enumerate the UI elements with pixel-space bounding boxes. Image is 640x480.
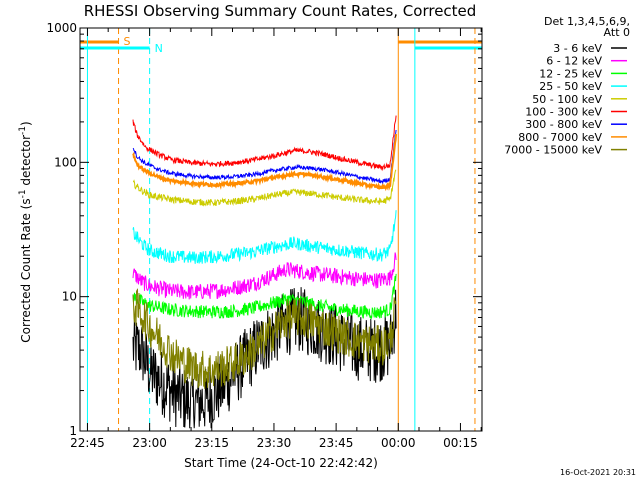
legend-item-label: 7000 - 15000 keV [504,144,602,157]
x-axis: 22:45 23:00 23:15 23:30 23:45 00:00 00:15 [70,28,482,450]
legend-item-label: 6 - 12 keV [546,55,602,68]
legend-item-label: 100 - 300 keV [525,106,602,119]
y-tick-label: 10 [62,290,77,304]
y-axis: 1 10 100 1000 [46,21,482,438]
legend-item-label: 50 - 100 keV [532,93,602,106]
legend-item-label: 25 - 50 keV [539,80,602,93]
y-tick-label: 1 [69,424,77,438]
flag-lines: SN [80,28,482,431]
x-tick-label: 22:45 [70,436,105,450]
x-tick-label: 23:15 [194,436,229,450]
series-line-8 [132,133,398,192]
legend-item-label: 3 - 6 keV [553,42,602,55]
legend-header: Det 1,3,4,5,6,9, [544,15,630,28]
series-line-7 [132,129,397,185]
x-axis-label: Start Time (24-Oct-10 22:42:42) [184,456,378,470]
chart-title: RHESSI Observing Summary Count Rates, Co… [84,2,477,20]
y-tick-label: 1000 [46,21,77,35]
x-tick-label: 23:30 [257,436,292,450]
x-tick-label: 23:45 [319,436,354,450]
series-line-4 [132,210,397,264]
series-line-2 [132,252,397,300]
legend-item-label: 300 - 800 keV [525,118,602,131]
flag-label-s: S [124,35,131,48]
legend-item-label: 12 - 25 keV [539,67,602,80]
legend-item-label: 800 - 7000 keV [518,131,602,144]
x-tick-label: 00:00 [381,436,416,450]
x-tick-label: 00:15 [443,436,478,450]
legend-header: Att 0 [604,26,630,39]
x-tick-label: 23:00 [132,436,167,450]
series-line-5 [133,169,397,207]
series-line-3 [132,273,397,320]
plot-frame [79,27,483,432]
y-tick-label: 100 [54,155,77,169]
series-group [132,115,398,429]
series-line-6 [132,115,397,172]
series-line-9 [132,288,397,389]
footer-timestamp: 16-Oct-2021 20:31 [560,468,636,477]
flag-label-n: N [155,42,163,55]
y-axis-label: Corrected Count Rate (s-1 detector-1) [18,121,33,342]
